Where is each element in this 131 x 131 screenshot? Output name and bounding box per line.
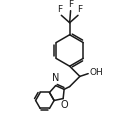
Text: O: O bbox=[61, 100, 68, 110]
Text: N: N bbox=[52, 73, 59, 83]
Text: F: F bbox=[68, 0, 73, 9]
Text: F: F bbox=[57, 5, 62, 14]
Text: OH: OH bbox=[89, 68, 103, 77]
Text: F: F bbox=[77, 5, 82, 14]
